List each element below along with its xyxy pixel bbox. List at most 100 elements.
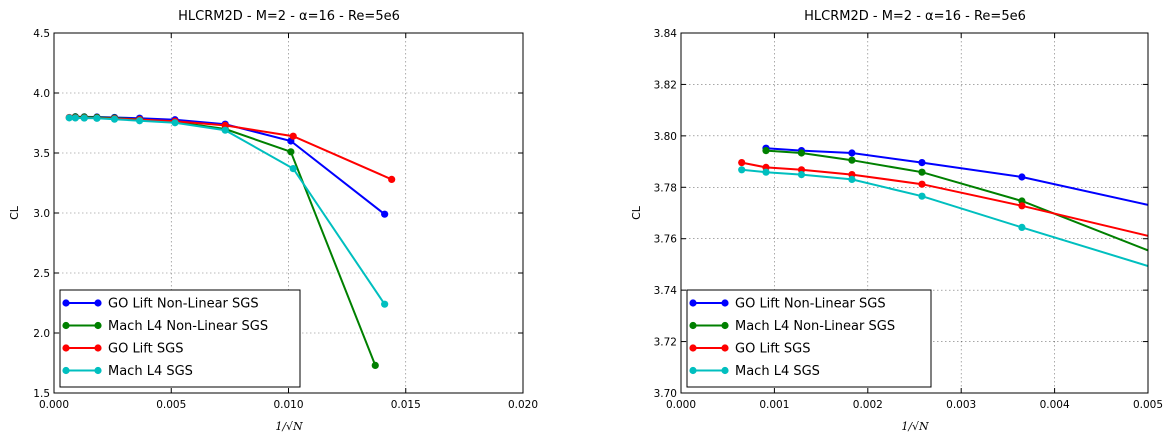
legend-marker	[689, 366, 697, 375]
x-tick-label: 0.001	[759, 399, 789, 411]
data-point	[918, 192, 926, 200]
legend-marker	[721, 321, 729, 330]
x-tick-label: 0.010	[273, 399, 303, 411]
right-chart-series	[738, 144, 1166, 274]
x-tick-label: 0.000	[39, 399, 69, 411]
data-point	[848, 156, 856, 164]
legend-label: Mach L4 Non-Linear SGS	[735, 319, 895, 334]
x-tick-label: 0.002	[853, 399, 883, 411]
legend-label: GO Lift Non-Linear SGS	[108, 297, 259, 312]
data-point	[1159, 236, 1166, 243]
data-point	[93, 114, 101, 122]
series-mach-l4-sgs	[65, 114, 389, 308]
legend-marker	[94, 321, 102, 330]
right-chart: HLCRM2D - M=2 - α=16 - Re=5e6 0.000 0.001…	[630, 9, 1166, 433]
y-tick-label: 2.5	[33, 268, 50, 280]
y-tick-label: 3.82	[654, 79, 677, 91]
data-point	[918, 168, 926, 176]
data-point	[1159, 267, 1166, 274]
y-tick-label: 2.0	[33, 328, 50, 340]
data-point	[1159, 205, 1166, 212]
legend-item: Mach L4 Non-Linear SGS	[689, 319, 895, 334]
y-tick-label: 3.5	[33, 148, 50, 160]
y-tick-label: 3.74	[654, 285, 678, 297]
data-point	[65, 114, 73, 122]
data-point	[797, 149, 806, 157]
data-point	[1018, 173, 1026, 181]
data-point	[371, 361, 379, 369]
x-tick-label: 0.005	[156, 399, 186, 411]
y-tick-label: 1.5	[33, 388, 50, 400]
legend-marker	[94, 299, 102, 307]
legend-label: Mach L4 Non-Linear SGS	[108, 319, 268, 334]
series-go-lift-non-linear-sgs	[71, 113, 389, 218]
data-point	[135, 117, 144, 125]
legend-marker	[689, 321, 697, 330]
right-chart-legend: GO Lift Non-Linear SGS Mach L4 Non-Linear…	[686, 289, 932, 388]
data-point	[797, 171, 806, 179]
legend-marker	[62, 299, 70, 307]
left-chart-series	[65, 113, 396, 369]
x-tick-label: 0.015	[391, 399, 421, 411]
series-line	[741, 168, 1148, 268]
legend-item: Mach L4 SGS	[689, 364, 820, 379]
legend-box	[59, 289, 301, 388]
data-point	[1159, 253, 1166, 260]
y-tick-label: 3.84	[654, 28, 678, 40]
data-point	[848, 175, 856, 183]
x-tick-label: 0.003	[946, 399, 976, 411]
left-chart-ticks: 0.000 0.005 0.010 0.015 0.020 1.5 2.0 2.5 3.0 3.5…	[33, 28, 538, 411]
y-tick-label: 3.78	[654, 182, 677, 194]
data-point	[171, 119, 179, 127]
data-point	[381, 210, 389, 218]
legend-marker	[721, 299, 729, 307]
data-point	[848, 149, 856, 157]
legend-item: GO Lift Non-Linear SGS	[689, 297, 886, 312]
left-chart-ylabel: CL	[8, 205, 21, 220]
y-tick-label: 4.0	[33, 88, 50, 100]
right-chart-frame	[680, 32, 1149, 394]
data-point	[289, 132, 297, 140]
data-point	[762, 147, 770, 155]
data-point	[287, 148, 295, 156]
data-point	[1018, 223, 1026, 231]
legend-marker	[62, 321, 70, 330]
y-tick-label: 3.0	[33, 208, 50, 220]
left-chart: HLCRM2D - M=2 - α=16 - Re=5e6 0.000 0.005…	[8, 9, 538, 433]
right-chart-title: HLCRM2D - M=2 - α=16 - Re=5e6	[804, 9, 1026, 24]
series-mach-l4-sgs	[738, 166, 1166, 274]
legend-marker	[62, 366, 70, 375]
series-go-lift-sgs	[65, 113, 396, 183]
legend-label: GO Lift Non-Linear SGS	[735, 297, 886, 312]
series-line	[69, 116, 393, 181]
series-go-lift-non-linear-sgs	[762, 144, 1166, 212]
data-point	[289, 165, 297, 173]
x-tick-label: 0.004	[1040, 399, 1070, 411]
legend-marker	[94, 366, 102, 375]
y-tick-label: 3.72	[654, 337, 677, 349]
data-point	[738, 159, 746, 167]
legend-marker	[721, 366, 729, 375]
legend-marker	[62, 344, 70, 352]
x-tick-label: 0.005	[1133, 399, 1163, 411]
legend-label: GO Lift SGS	[735, 342, 810, 357]
left-chart-frame	[53, 32, 524, 394]
legend-item: GO Lift SGS	[689, 342, 810, 357]
data-point	[381, 300, 389, 308]
y-tick-label: 3.76	[654, 234, 678, 246]
data-point	[738, 166, 746, 174]
legend-label: GO Lift SGS	[108, 342, 183, 357]
legend-item: GO Lift SGS	[62, 342, 183, 357]
x-tick-label: 0.020	[508, 399, 538, 411]
legend-marker	[689, 299, 697, 307]
series-line	[69, 116, 386, 305]
data-point	[388, 175, 396, 183]
right-chart-ticks: 0.000 0.001 0.002 0.003 0.004 0.005 3.70 3.72 3.…	[654, 28, 1163, 411]
legend-label: Mach L4 SGS	[108, 364, 193, 379]
data-point	[71, 114, 79, 122]
data-point	[80, 114, 88, 122]
legend-item: Mach L4 SGS	[62, 364, 193, 379]
x-tick-label: 0.000	[666, 399, 696, 411]
legend-label: Mach L4 SGS	[735, 364, 820, 379]
y-tick-label: 3.80	[654, 131, 677, 143]
